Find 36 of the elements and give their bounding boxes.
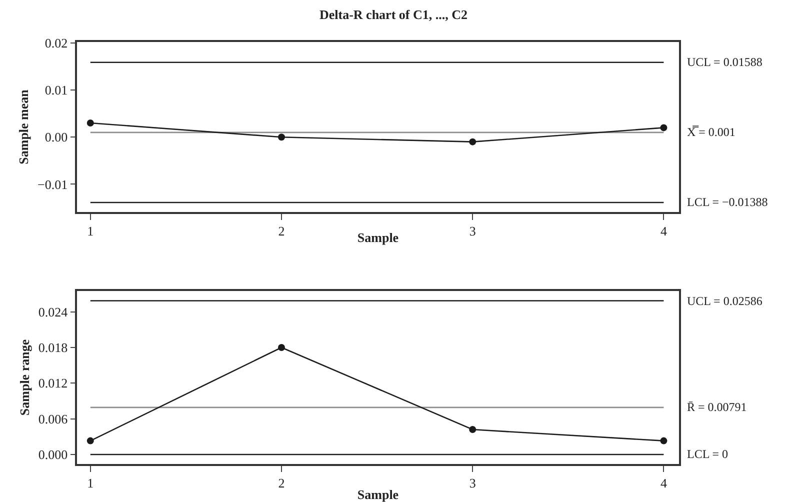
x-tick-label: 2	[278, 223, 285, 238]
x-tick-label: 2	[278, 475, 285, 490]
point	[86, 437, 94, 444]
y-tick-label: 0.012	[38, 376, 68, 391]
y-tick-label: 0.01	[44, 82, 68, 98]
ref-line-label: LCL = −0.01388	[687, 195, 768, 209]
y-tick-label: 0.006	[38, 411, 68, 426]
x-tick-label: 3	[469, 223, 476, 238]
x-axis-title: Sample	[357, 230, 399, 245]
x-axis-title: Sample	[357, 487, 399, 502]
y-tick-label: −0.01	[38, 176, 68, 192]
ref-line-label: R̄ = 0.00791	[687, 400, 747, 414]
x-tick-label: 1	[87, 475, 94, 490]
y-tick-label: 0.018	[38, 340, 68, 356]
chart-title: Delta-R chart of C1, ..., C2	[319, 6, 468, 22]
point	[660, 437, 668, 444]
y-tick-label: 0.00	[44, 130, 68, 145]
point	[469, 138, 476, 146]
ref-line-label: UCL = 0.02586	[687, 294, 762, 308]
point	[660, 124, 668, 132]
x-tick-label: 4	[660, 475, 668, 490]
ref-line-label: LCL = 0	[687, 447, 728, 461]
y-tick-label: 0.024	[38, 304, 68, 320]
y-tick-label: 0.02	[44, 35, 68, 50]
point	[469, 426, 476, 434]
y-axis-title: Sample mean	[16, 88, 32, 164]
ref-line-label: X̿ = 0.001	[687, 125, 736, 139]
x-tick-label: 1	[87, 223, 94, 238]
ref-line-label: UCL = 0.01588	[687, 55, 762, 69]
point	[278, 134, 285, 141]
point	[278, 344, 285, 351]
y-tick-label: 0.000	[38, 447, 68, 462]
x-tick-label: 3	[469, 475, 476, 490]
y-axis-title: Sample range	[16, 339, 32, 416]
point	[86, 120, 94, 126]
x-tick-label: 4	[660, 223, 668, 238]
